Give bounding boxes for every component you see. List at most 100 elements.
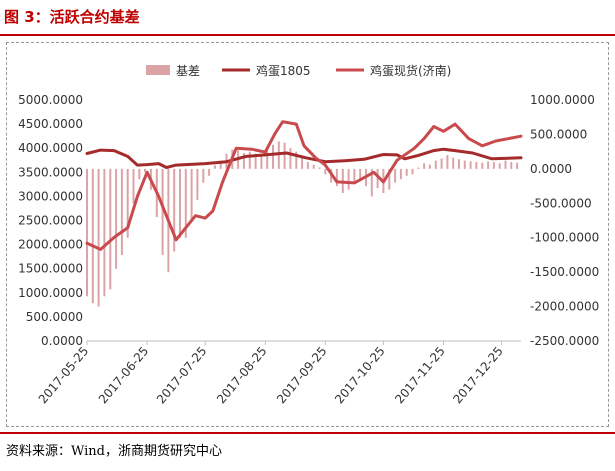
basis-chart: 基差 鸡蛋1805 鸡蛋现货(济南) 0.0000 500.0000 1000.00… [18,63,599,406]
basis-bar [213,165,216,169]
x-tick-label: 2017-07-25 [154,344,210,406]
basis-bar [359,168,362,180]
basis-bar [86,168,88,297]
basis-bar [487,161,490,169]
basis-bar [411,168,414,175]
y-left-tick-label: 2000.0000 [18,238,83,252]
y-left-tick-label: 4500.0000 [18,117,83,131]
basis-bar [120,168,123,255]
y-right-tick-label: 0.0000 [530,162,572,176]
basis-bar [196,168,199,200]
basis-bar [202,168,205,183]
basis-bar [179,168,181,238]
basis-bar [283,142,286,169]
basis-bar [208,168,211,176]
basis-bar [312,164,315,169]
basis-bar [301,157,304,169]
y-left-tick-label: 4000.0000 [18,141,83,155]
basis-bar [260,156,263,169]
basis-bar [492,162,495,169]
basis-bar [452,157,455,169]
basis-bar [475,162,478,169]
basis-bar [463,160,466,169]
basis-bar [417,167,420,169]
legend-swatch-basis [146,65,170,75]
basis-bar [91,168,94,304]
basis-bar [318,167,321,169]
basis-bar [295,151,298,169]
x-tick-label: 2017-08-25 [214,344,270,406]
title-rule [0,34,615,36]
y-right-tick-label: -2000.0000 [530,300,599,314]
y-right-tick-label: -500.0000 [530,196,592,210]
y-left-tick-label: 3000.0000 [18,189,83,203]
y-left-tick-label: 1000.0000 [18,286,83,300]
basis-bar [481,162,484,169]
legend-label-egg1805: 鸡蛋1805 [256,63,311,78]
source-rule [0,432,615,434]
legend-label-basis: 基差 [176,64,200,78]
chart-frame [6,42,609,427]
basis-bar [324,168,327,175]
basis-bar [510,162,513,169]
basis-bar [370,168,373,197]
basis-bar [423,163,426,169]
price-lines [85,120,523,251]
basis-bar [126,168,129,238]
basis-bar [289,148,292,169]
basis-bar [97,168,100,307]
x-tick-label: 2017-06-25 [96,344,152,406]
basis-bar [469,161,472,169]
basis-bar [347,168,350,190]
basis-bar [103,168,106,297]
basis-bar [109,168,112,290]
basis-bar [504,160,507,169]
x-tick-label: 2017-11-25 [392,344,448,406]
basis-bar [219,160,222,169]
basis-bar [446,155,449,169]
egg1805-line [85,147,523,169]
basis-bar [440,158,443,169]
basis-bar [428,164,431,169]
basis-bar [388,168,391,190]
basis-bars [86,141,519,307]
x-tick-label: 2017-05-25 [36,344,92,406]
basis-bar [132,168,135,204]
chart-legend: 基差 鸡蛋1805 鸡蛋现货(济南) [146,63,451,78]
y-right-tick-label: 1000.0000 [530,93,595,107]
basis-bar [190,168,193,221]
basis-bar [394,168,397,183]
y-left-tick-label: 3500.0000 [18,165,83,179]
y-left-tick-label: 0.0000 [41,334,83,348]
legend-label-spot: 鸡蛋现货(济南) [370,63,451,78]
y-right-tick-label: 500.0000 [530,127,587,141]
basis-bar [266,151,269,169]
basis-bar [115,168,118,269]
y-right-tick-label: -1500.0000 [530,265,599,279]
x-tick-label: 2017-12-25 [450,344,506,406]
basis-bar [184,168,187,238]
basis-bar [458,159,460,169]
source-note: 资料来源：Wind，浙商期货研究中心 [6,444,222,459]
y-right-tick-label: -2500.0000 [530,334,599,348]
basis-bar [144,168,147,173]
basis-bar [335,168,338,187]
basis-bar [138,168,141,180]
basis-bar [248,151,251,169]
spot-price-line [85,120,523,251]
basis-bar [399,168,402,180]
basis-bar [306,162,309,169]
basis-bar [254,153,257,169]
basis-bar [272,144,274,169]
y-right-tick-label: -1000.0000 [530,231,599,245]
x-tick-label: 2017-10-25 [332,344,388,406]
y-left-tick-label: 500.0000 [26,310,83,324]
basis-bar [498,163,501,169]
basis-bar [173,168,176,252]
y-left-tick-label: 1500.0000 [18,262,83,276]
basis-bar [353,168,356,183]
basis-bar [242,153,245,169]
basis-bar [516,162,519,169]
x-tick-label: 2017-09-25 [274,344,330,406]
y-left-tick-label: 2500.0000 [18,214,83,228]
